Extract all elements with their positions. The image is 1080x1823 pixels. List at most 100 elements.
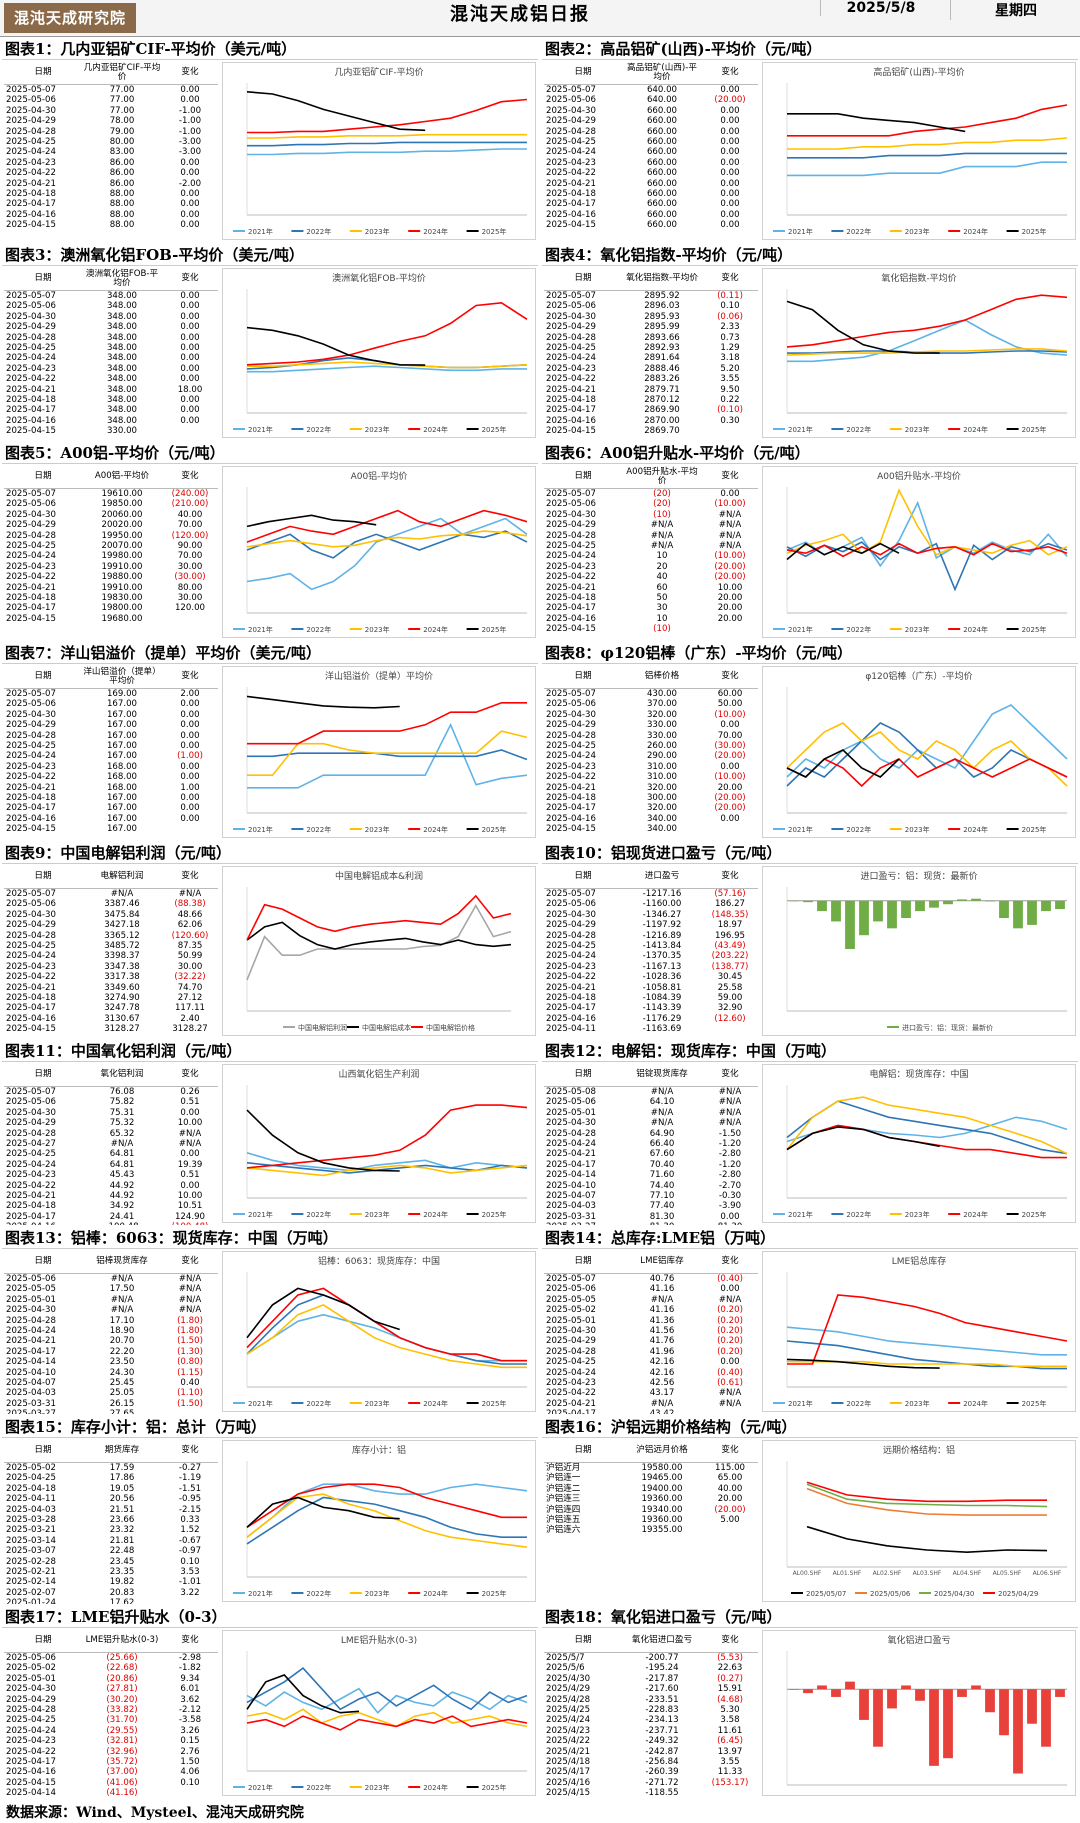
data-table: 日期 氧化铝利润 变化 2025-05-07 76.08 0.26 2025-05-06 75… <box>4 1064 218 1225</box>
panel-title: 图表18：氧化铝进口盈亏（元/吨） <box>542 1606 1078 1628</box>
table-row: 2025/4/21 -242.87 13.97 <box>544 1747 758 1757</box>
table-cell: #N/A <box>718 520 742 531</box>
series-line <box>247 141 527 147</box>
table-cell-empty <box>162 824 218 834</box>
table-row: 2025-04-23 660.00 0.00 <box>544 158 758 168</box>
table-cell: 20.00 <box>717 603 743 614</box>
table-cell: 0.10 <box>180 1556 200 1567</box>
table-cell: 20.56 <box>109 1494 135 1505</box>
legend-label: 2021年 <box>788 1399 813 1408</box>
table-cell: 2025-04-23 <box>6 1170 56 1181</box>
legend-label: 2021年 <box>248 425 273 434</box>
legend-label: 2021年 <box>788 227 813 236</box>
table-cell: 2025-04-15 <box>6 1777 56 1788</box>
table-cell: -1.00 <box>178 116 202 127</box>
table-row: 2025-05-06 #N/A #N/A <box>4 1274 218 1285</box>
table-row: 2025-04-30 3475.84 48.66 <box>4 910 218 920</box>
legend-label: 2023年 <box>365 1589 390 1598</box>
table-cell: 2025-05-06 <box>546 95 596 106</box>
table-row: 2025-04-17 2869.90 (0.10) <box>544 405 758 415</box>
table-cell: 0.00 <box>180 395 200 406</box>
table-cell: 0.00 <box>720 1211 740 1222</box>
table-cell: -1160.00 <box>642 899 682 910</box>
table-cell: 70.00 <box>177 551 203 562</box>
series-line <box>786 722 1068 787</box>
table-cell: 2025/4/18 <box>546 1757 591 1768</box>
table-row: 2025-04-22 660.00 0.00 <box>544 168 758 178</box>
table-header: 日期 电解铝利润 变化 <box>4 866 218 889</box>
column-header: 铝棒价格 <box>622 666 702 689</box>
table-cell: 2025-05-06 <box>6 499 56 510</box>
table-row: 2025-04-22 19880.00 (30.00) <box>4 572 218 582</box>
table-cell: #N/A <box>110 1139 134 1150</box>
table-row: 2025-04-16 (37.00) 4.06 <box>4 1767 218 1777</box>
table-cell: #N/A <box>178 889 202 899</box>
column-header: 电解铝利润 <box>82 866 162 889</box>
table-row: 沪铝近月 19580.00 115.00 <box>544 1463 758 1474</box>
table-row: 2025-05-02 (22.68) -1.82 <box>4 1663 218 1673</box>
table-cell: 2025-04-30 <box>546 105 596 116</box>
table-cell: 2025-05-06 <box>546 1284 596 1295</box>
table-cell: 124.90 <box>174 1211 206 1222</box>
table-cell: 70.40 <box>649 1159 675 1170</box>
table-cell: 2025-04-15 <box>6 824 56 835</box>
table-cell: 2025-04-28 <box>6 930 56 941</box>
table-row: 2025-04-18 -1084.39 59.00 <box>544 993 758 1003</box>
column-header: 变化 <box>702 1440 758 1463</box>
table-row: 2025-05-07 2895.92 (0.11) <box>544 291 758 302</box>
series-line <box>786 1126 940 1151</box>
table-row: 2025-04-28 2893.66 0.73 <box>544 333 758 343</box>
panel-title: 图表11：中国氧化铝利润（元/吨） <box>2 1040 538 1062</box>
panel-title: 图表10：铝现货进口盈亏（元/吨） <box>542 842 1078 864</box>
legend-label: 2022年 <box>846 227 871 236</box>
table-row: 2025-04-15 (10) <box>544 624 758 634</box>
table-cell: 19340.00 <box>641 1504 683 1515</box>
series-line <box>786 749 900 778</box>
column-header: A00铝-平均价 <box>82 466 162 489</box>
table-cell: 2892.93 <box>644 343 680 354</box>
table-cell: 3347.38 <box>104 961 140 972</box>
panel-title: 图表8：φ120铝棒（广东）-平均价（元/吨） <box>542 642 1078 664</box>
table-cell: 2025-04-24 <box>6 147 56 158</box>
table-cell: 80.00 <box>109 137 135 148</box>
table-row: 2025-04-18 300.00 (20.00) <box>544 793 758 803</box>
table-cell: 167.00 <box>106 741 138 752</box>
table-cell: (0.10) <box>717 405 743 416</box>
table-cell: 0.00 <box>180 813 200 824</box>
table-cell: 2025-04-18 <box>6 395 56 406</box>
table-cell: 0.00 <box>180 343 200 354</box>
table-row: 2025-04-17 24.41 124.90 <box>4 1212 218 1222</box>
table-cell: 10.00 <box>717 582 743 593</box>
column-header: 日期 <box>544 62 622 85</box>
table-cell: 50.99 <box>177 951 203 962</box>
table-cell: 2025/4/25 <box>546 1705 591 1716</box>
table-cell: 2025-04-15 <box>6 1024 56 1035</box>
table-row: 沪铝连四 19340.00 (20.00) <box>544 1505 758 1515</box>
table-row: 2025-04-29 -1197.92 18.97 <box>544 920 758 930</box>
table-cell: 2025-04-23 <box>6 157 56 168</box>
table-row: 2025-04-21 3349.60 74.70 <box>4 983 218 993</box>
table-cell: 2025-04-22 <box>6 1746 56 1757</box>
table-row: 2025/4/22 -249.32 (6.45) <box>544 1736 758 1746</box>
table-row: 2025-04-18 348.00 0.00 <box>4 395 218 405</box>
table-cell: #N/A <box>718 1107 742 1118</box>
table-cell: 0.00 <box>180 720 200 731</box>
table-row: 2025-05-06 41.16 0.00 <box>544 1284 758 1294</box>
table-row: 沪铝连五 19360.00 5.00 <box>544 1515 758 1525</box>
table-cell: 19910.00 <box>101 582 143 593</box>
panel-title: 图表1：几内亚铝矿CIF-平均价（美元/吨） <box>2 38 538 60</box>
table-cell: 348.00 <box>106 395 138 406</box>
table-row: 2025-04-18 2870.12 0.22 <box>544 395 758 405</box>
series-line <box>247 702 527 745</box>
table-cell: 2025-05-06 <box>546 301 596 312</box>
table-cell: 0.00 <box>720 720 740 731</box>
table-row: 2025-05-07 -1217.16 (57.16) <box>544 889 758 900</box>
legend-label: 2025/04/29 <box>998 1590 1038 1598</box>
x-tick-label: AL02.SHF <box>873 1570 902 1577</box>
table-cell: -195.24 <box>645 1663 679 1674</box>
table-row: 2025-04-11 -1163.69 <box>544 1024 758 1034</box>
bar <box>929 1689 939 1766</box>
table-cell: 290.00 <box>646 751 678 762</box>
table-cell: 78.00 <box>109 116 135 127</box>
